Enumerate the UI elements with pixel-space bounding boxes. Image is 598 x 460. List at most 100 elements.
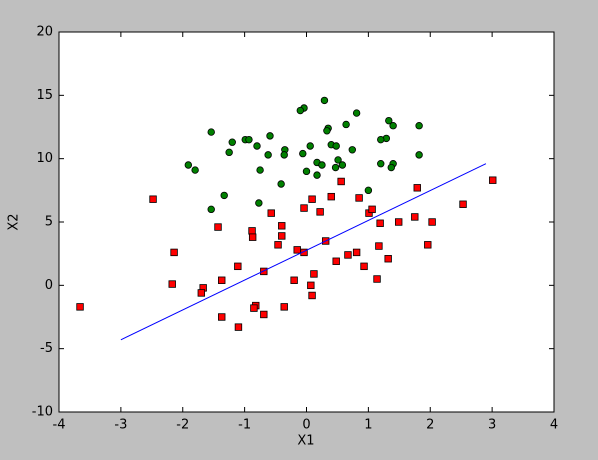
point xyxy=(266,132,274,140)
point xyxy=(327,192,335,201)
point xyxy=(307,281,315,290)
point xyxy=(376,219,384,227)
point xyxy=(293,246,301,254)
point xyxy=(411,213,419,221)
point xyxy=(250,304,258,312)
point xyxy=(373,275,381,283)
point xyxy=(316,208,324,216)
y-tick-label: -5 xyxy=(40,341,53,356)
point xyxy=(274,241,282,249)
point xyxy=(377,160,385,168)
point xyxy=(384,255,392,263)
point xyxy=(313,171,321,179)
point xyxy=(234,262,242,271)
point xyxy=(248,227,256,235)
plot-area xyxy=(59,32,554,412)
point xyxy=(385,116,393,125)
point xyxy=(306,142,314,150)
point xyxy=(220,191,228,200)
x-tick-label: -1 xyxy=(238,418,251,433)
point xyxy=(207,128,215,136)
point xyxy=(264,151,272,159)
point xyxy=(300,204,308,212)
x-tick-label: 0 xyxy=(302,418,310,433)
point xyxy=(197,289,206,297)
point xyxy=(415,122,423,130)
point xyxy=(377,135,385,144)
point xyxy=(489,176,497,184)
point xyxy=(352,109,361,117)
x-tick-label: -4 xyxy=(53,418,66,433)
point xyxy=(76,303,84,311)
point xyxy=(308,195,316,203)
point xyxy=(334,156,342,164)
point xyxy=(248,233,257,241)
point xyxy=(337,177,345,186)
x-tick-label: -2 xyxy=(176,418,189,433)
point xyxy=(459,200,467,208)
point xyxy=(413,184,421,192)
point xyxy=(184,161,193,169)
point xyxy=(332,257,340,265)
point xyxy=(280,303,288,311)
point xyxy=(355,194,363,202)
fit-line xyxy=(120,163,487,341)
point xyxy=(338,161,347,169)
point xyxy=(191,166,199,174)
point xyxy=(149,195,157,203)
point xyxy=(296,106,305,115)
point xyxy=(342,120,350,129)
y-tick-label: 20 xyxy=(36,25,53,40)
point xyxy=(360,262,368,271)
plot-frame xyxy=(58,31,555,413)
x-tick-label: 4 xyxy=(550,418,558,433)
y-tick-label: 15 xyxy=(36,88,53,103)
point xyxy=(253,142,261,150)
point xyxy=(344,251,352,259)
point xyxy=(375,242,383,250)
point xyxy=(234,323,243,331)
point xyxy=(352,248,361,257)
point xyxy=(348,146,356,154)
point xyxy=(332,142,340,150)
point xyxy=(368,205,376,214)
x-tick-label: 2 xyxy=(426,418,434,433)
point xyxy=(225,148,233,157)
y-axis-label: X2 xyxy=(7,213,22,230)
point xyxy=(364,186,373,195)
point xyxy=(245,135,253,144)
point xyxy=(299,149,307,158)
point xyxy=(308,291,316,300)
point xyxy=(260,310,268,319)
point xyxy=(170,248,178,257)
x-tick-label: -3 xyxy=(114,418,127,433)
point xyxy=(256,166,264,174)
point xyxy=(255,199,263,207)
point xyxy=(428,218,436,226)
y-tick-label: -10 xyxy=(32,405,53,420)
x-axis-label: X1 xyxy=(297,434,314,449)
point xyxy=(278,232,286,240)
y-tick-label: 10 xyxy=(36,151,53,166)
point xyxy=(302,167,311,176)
point xyxy=(218,313,226,321)
x-tick-label: 1 xyxy=(364,418,372,433)
point xyxy=(280,151,288,159)
point xyxy=(331,163,340,172)
point xyxy=(415,151,423,159)
point xyxy=(318,161,326,169)
point xyxy=(290,276,298,284)
point xyxy=(323,127,331,135)
point xyxy=(394,218,403,226)
point xyxy=(168,280,176,288)
x-tick-label: 3 xyxy=(488,418,496,433)
point xyxy=(277,180,285,188)
point xyxy=(387,163,395,172)
point xyxy=(207,205,215,214)
point xyxy=(300,248,308,257)
point xyxy=(389,122,397,130)
point xyxy=(228,138,236,146)
y-tick-label: 5 xyxy=(45,215,53,230)
point xyxy=(320,96,329,105)
